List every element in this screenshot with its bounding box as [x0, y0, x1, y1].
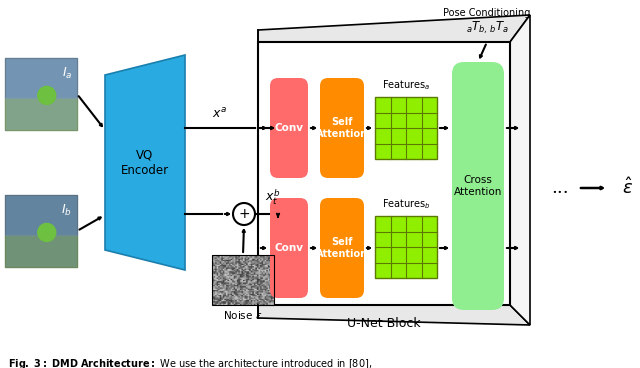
Bar [375, 97, 437, 159]
FancyBboxPatch shape [270, 78, 308, 178]
Text: Conv: Conv [275, 123, 303, 133]
Circle shape [38, 223, 56, 241]
Text: U-Net Block: U-Net Block [347, 317, 421, 330]
Text: Self
Attention: Self Attention [316, 117, 368, 139]
Text: ...: ... [551, 179, 569, 197]
FancyBboxPatch shape [270, 198, 308, 298]
Text: Features$_a$: Features$_a$ [382, 78, 430, 92]
Text: Noise $\epsilon$: Noise $\epsilon$ [223, 309, 262, 321]
FancyBboxPatch shape [320, 198, 364, 298]
Text: +: + [238, 207, 250, 221]
Bar [5, 58, 77, 130]
Text: Conv: Conv [275, 243, 303, 253]
Bar [212, 255, 274, 305]
Text: $\bf{Fig.\ 3:}$ $\bf{DMD\ Architecture:}$ We use the architecture introduced in : $\bf{Fig.\ 3:}$ $\bf{DMD\ Architecture:}… [8, 357, 372, 368]
Bar [258, 42, 510, 305]
FancyBboxPatch shape [452, 62, 504, 310]
Text: Self
Attention: Self Attention [316, 237, 368, 259]
Circle shape [38, 86, 56, 105]
FancyBboxPatch shape [320, 78, 364, 178]
Text: $_aT_{b,\,b}T_a$: $_aT_{b,\,b}T_a$ [466, 20, 508, 36]
Bar [5, 195, 77, 267]
Text: Cross
Attention: Cross Attention [454, 175, 502, 197]
Bar [375, 216, 437, 278]
Text: $I_a$: $I_a$ [61, 66, 72, 81]
Text: $I_b$: $I_b$ [61, 203, 72, 218]
Polygon shape [258, 15, 530, 42]
Polygon shape [258, 305, 530, 325]
Text: $x^a$: $x^a$ [212, 107, 228, 121]
Text: $x_t^b$: $x_t^b$ [265, 188, 280, 207]
Text: $\hat{\epsilon}$: $\hat{\epsilon}$ [623, 178, 634, 198]
Text: VQ
Encoder: VQ Encoder [121, 149, 169, 177]
Polygon shape [510, 15, 530, 325]
Polygon shape [105, 55, 185, 270]
Text: Pose Conditioning: Pose Conditioning [444, 8, 531, 18]
Text: Features$_b$: Features$_b$ [381, 197, 430, 211]
Circle shape [233, 203, 255, 225]
